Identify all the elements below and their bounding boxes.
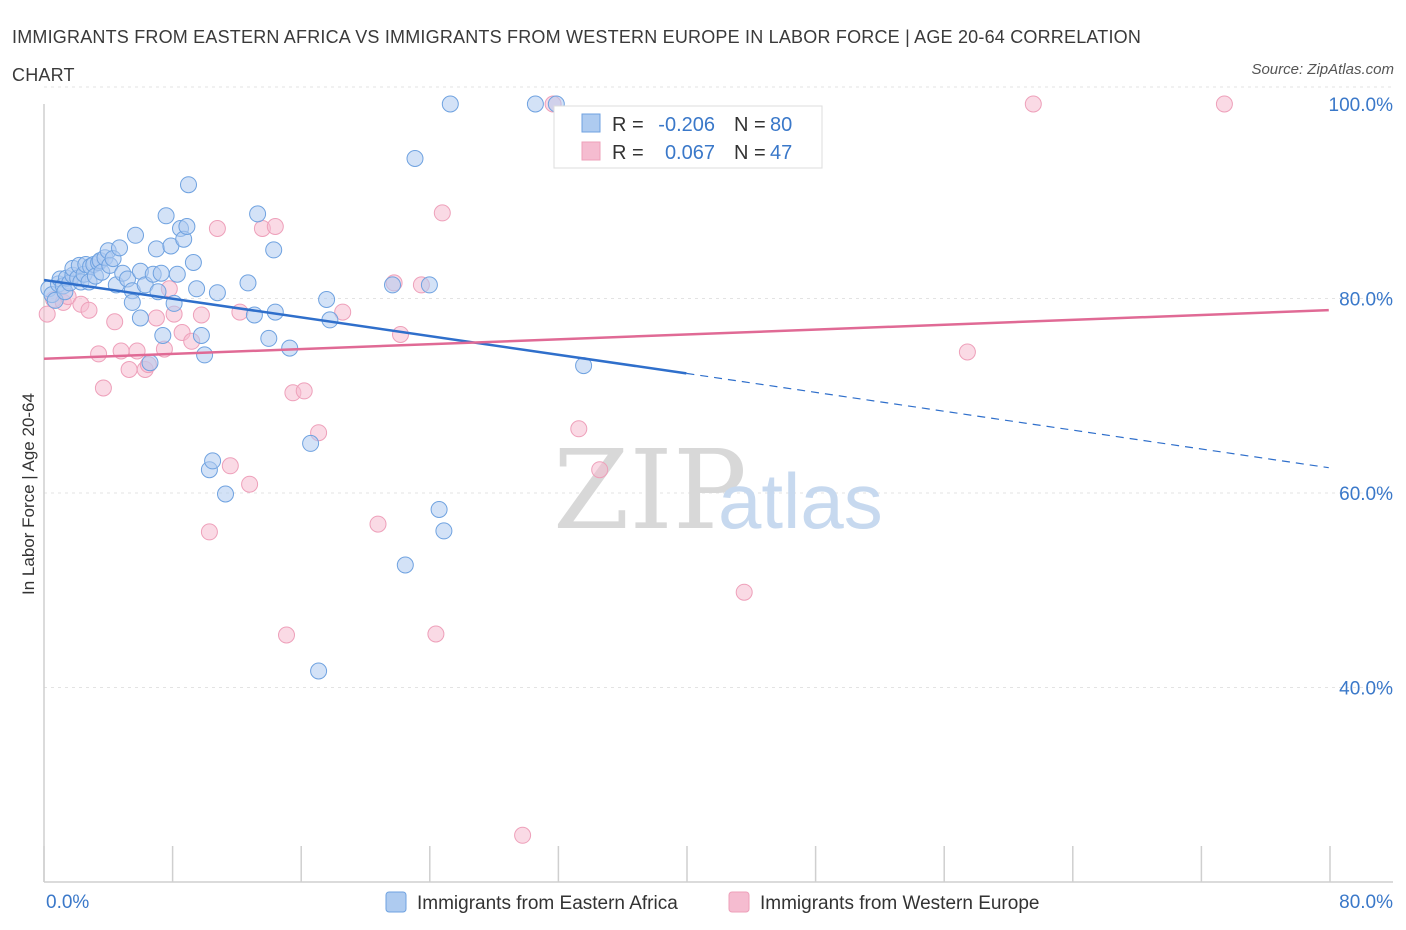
point-western-europe-44: [958, 343, 976, 361]
point-western-europe-37: [427, 625, 445, 643]
point-eastern-africa-50: [180, 176, 197, 194]
point-western-europe-5: [80, 301, 98, 319]
point-eastern-africa-74: [441, 95, 459, 113]
legend-swatch-eastern-africa: [385, 891, 407, 913]
point-western-europe-25: [241, 475, 259, 493]
gridlines: [44, 86, 1393, 688]
point-western-europe-10: [120, 361, 138, 378]
y-axis-tick-labels: 40.0% 60.0% 80.0% 100.0%: [1329, 95, 1394, 700]
point-western-europe-39: [514, 826, 532, 844]
point-western-europe-21: [200, 523, 218, 541]
point-eastern-africa-66: [302, 434, 320, 452]
point-western-europe-23: [221, 457, 239, 475]
stats-r-value-2: 0.067: [665, 142, 715, 164]
trend-line-eastern-africa-extrapolated: [686, 372, 1329, 469]
series-eastern-africa-points: [40, 95, 593, 680]
point-eastern-africa-32: [123, 293, 141, 311]
stats-n-label-2: N =: [734, 142, 766, 164]
point-western-europe-41: [570, 420, 588, 438]
point-eastern-africa-28: [111, 239, 128, 257]
point-eastern-africa-72: [430, 501, 448, 518]
stats-r-label-1: R =: [612, 114, 644, 136]
point-eastern-africa-49: [178, 218, 196, 235]
point-eastern-africa-46: [168, 265, 186, 283]
point-eastern-africa-59: [239, 274, 257, 292]
chart-title: IMMIGRANTS FROM EASTERN AFRICA VS IMMIGR…: [12, 27, 1142, 85]
point-western-europe-22: [208, 220, 226, 237]
stats-swatch-pink: [581, 141, 601, 161]
point-western-europe-33: [369, 515, 387, 533]
point-western-europe-28: [278, 626, 295, 644]
point-western-europe-35: [392, 326, 409, 343]
point-western-europe-46: [1215, 95, 1233, 113]
point-western-europe-27: [266, 218, 284, 235]
point-eastern-africa-57: [208, 284, 226, 302]
point-eastern-africa-54: [196, 346, 214, 364]
legend-swatch-western-europe: [728, 891, 750, 913]
point-western-europe-7: [94, 379, 112, 397]
point-eastern-africa-58: [217, 485, 234, 503]
point-eastern-africa-79: [420, 276, 438, 294]
stats-n-label-1: N =: [734, 114, 766, 136]
stats-box: R = -0.206 N = 80 R = 0.067 N = 47: [553, 105, 823, 169]
x-tick-label-min: 0.0%: [46, 892, 89, 913]
point-western-europe-14: [147, 309, 165, 327]
point-eastern-africa-51: [184, 254, 202, 271]
point-eastern-africa-52: [188, 280, 206, 298]
y-tick-label-80: 80.0%: [1339, 290, 1393, 311]
point-eastern-africa-73: [435, 522, 453, 540]
watermark-atlas: atlas: [718, 457, 883, 545]
legend-label-western-europe: Immigrants from Western Europe: [760, 893, 1039, 914]
point-eastern-africa-61: [249, 205, 267, 223]
legend: Immigrants from Eastern Africa Immigrant…: [385, 891, 1039, 914]
axes: [43, 104, 1393, 883]
point-eastern-africa-41: [152, 264, 170, 282]
point-eastern-africa-42: [154, 327, 172, 344]
point-eastern-africa-69: [384, 276, 401, 294]
point-eastern-africa-37: [141, 354, 159, 372]
point-eastern-africa-71: [406, 150, 424, 167]
x-axis-ticks: [43, 846, 1331, 882]
point-eastern-africa-76: [526, 95, 544, 113]
point-eastern-africa-43: [157, 207, 175, 225]
point-western-europe-6: [90, 345, 108, 363]
y-tick-label-60: 60.0%: [1339, 484, 1393, 505]
y-axis-label: In Labor Force | Age 20-64: [19, 393, 38, 595]
point-eastern-africa-67: [318, 291, 336, 308]
x-tick-label-max: 80.0%: [1339, 892, 1393, 913]
point-western-europe-0: [38, 305, 56, 323]
point-western-europe-8: [106, 313, 124, 331]
source-credit: Source: ZipAtlas.com: [1251, 61, 1394, 78]
series-western-europe-points: [38, 95, 1233, 844]
point-western-europe-20: [192, 306, 210, 324]
stats-r-label-2: R =: [612, 142, 644, 164]
trend-line-eastern-africa: [43, 278, 687, 375]
y-tick-label-100: 100.0%: [1329, 95, 1394, 116]
point-eastern-africa-39: [147, 240, 165, 258]
point-eastern-africa-70: [396, 556, 414, 574]
point-western-europe-45: [1024, 95, 1042, 113]
stats-n-value-2: 47: [770, 142, 792, 164]
stats-n-value-1: 80: [770, 114, 792, 136]
y-tick-label-40: 40.0%: [1339, 679, 1393, 700]
point-eastern-africa-53: [192, 327, 210, 344]
point-western-europe-38: [433, 204, 451, 222]
point-western-europe-43: [735, 583, 753, 601]
stats-swatch-blue: [581, 113, 601, 133]
point-western-europe-42: [591, 461, 609, 479]
point-western-europe-32: [334, 303, 352, 321]
trend-lines: [43, 278, 1329, 469]
watermark-zip: ZIP: [553, 426, 747, 554]
legend-label-eastern-africa: Immigrants from Eastern Africa: [417, 893, 678, 914]
stats-r-value-1: -0.206: [658, 114, 715, 136]
point-western-europe-30: [295, 382, 313, 400]
point-eastern-africa-62: [260, 329, 278, 347]
trend-line-western-europe: [43, 308, 1329, 361]
point-eastern-africa-56: [204, 452, 222, 470]
point-eastern-africa-35: [131, 309, 149, 327]
point-eastern-africa-33: [127, 226, 144, 244]
point-eastern-africa-63: [265, 241, 283, 259]
point-eastern-africa-75: [310, 662, 328, 680]
